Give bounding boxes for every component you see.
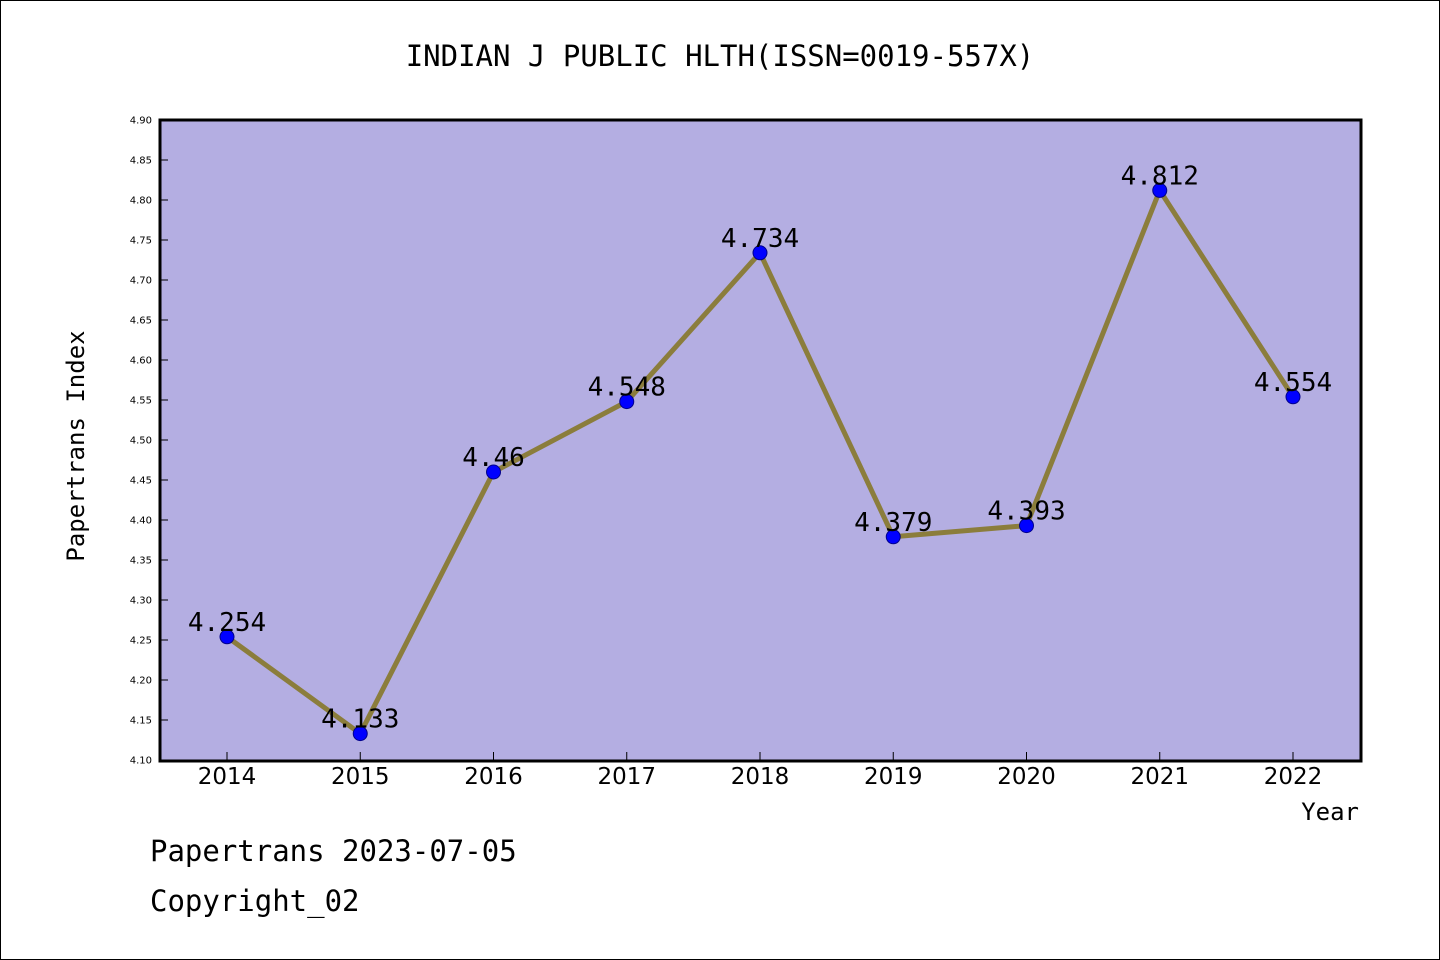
y-tick-label: 4.65: [130, 316, 152, 327]
data-label: 4.734: [721, 224, 799, 254]
x-tick-label: 2016: [464, 764, 523, 790]
data-label: 4.254: [188, 608, 266, 638]
x-tick-label: 2014: [198, 764, 257, 790]
y-tick-label: 4.20: [130, 676, 152, 687]
y-tick-label: 4.25: [130, 636, 152, 647]
data-label: 4.393: [987, 497, 1065, 527]
data-point: [219, 629, 235, 645]
x-tick-label: 2021: [1130, 764, 1189, 790]
data-label: 4.46: [462, 443, 525, 473]
y-tick-label: 4.70: [130, 276, 152, 287]
y-tick-label: 4.50: [130, 436, 152, 447]
data-point: [885, 529, 901, 545]
footer-date: Papertrans 2023-07-05: [150, 834, 517, 868]
x-axis: 2014 2015 2016 2017 2018 2019 2020 2021 2022: [198, 752, 1323, 790]
chart-title: INDIAN J PUBLIC HLTH(ISSN=0019-557X): [406, 39, 1035, 73]
data-point: [1152, 182, 1168, 198]
y-tick-label: 4.60: [130, 356, 152, 367]
data-label: 4.133: [321, 705, 399, 735]
y-axis-label: Papertrans Index: [62, 330, 90, 561]
footer-copyright: Copyright_02: [150, 884, 360, 918]
y-tick-label: 4.30: [130, 596, 152, 607]
data-labels: 4.254 4.133 4.46 4.548 4.734 4.379 4.393 4.812 4…: [188, 161, 1332, 734]
x-tick-label: 2015: [331, 764, 390, 790]
data-point: [352, 726, 368, 742]
y-axis: 4.10 4.15 4.20 4.25 4.30 4.35 4.40 4.45 4.50 4.55…: [130, 116, 168, 767]
x-tick-label: 2018: [731, 764, 790, 790]
y-tick-label: 4.15: [130, 716, 152, 727]
data-point: [486, 464, 501, 480]
data-point: [619, 394, 635, 410]
x-tick-label: 2019: [864, 764, 923, 790]
x-tick-label: 2022: [1264, 764, 1323, 790]
series-papertrans-index: [219, 182, 1301, 742]
y-tick-label: 4.55: [130, 396, 152, 407]
y-tick-label: 4.45: [130, 476, 152, 487]
data-point: [1019, 518, 1034, 534]
y-tick-label: 4.90: [130, 116, 152, 127]
x-tick-label: 2017: [597, 764, 656, 790]
data-point: [752, 245, 768, 261]
data-point: [1285, 389, 1301, 405]
x-axis-label: Year: [1301, 798, 1359, 826]
data-label: 4.554: [1254, 368, 1332, 398]
data-label: 4.548: [588, 373, 666, 403]
y-tick-label: 4.35: [130, 556, 152, 567]
y-tick-label: 4.40: [130, 516, 152, 527]
plot-area: [160, 120, 1361, 761]
data-label: 4.379: [854, 508, 932, 538]
y-tick-label: 4.80: [130, 196, 152, 207]
plot-border: [158, 118, 1363, 763]
y-tick-label: 4.10: [130, 756, 152, 767]
data-label: 4.812: [1121, 161, 1199, 191]
x-tick-label: 2020: [997, 764, 1056, 790]
y-tick-label: 4.75: [130, 236, 152, 247]
y-tick-label: 4.85: [130, 156, 152, 167]
